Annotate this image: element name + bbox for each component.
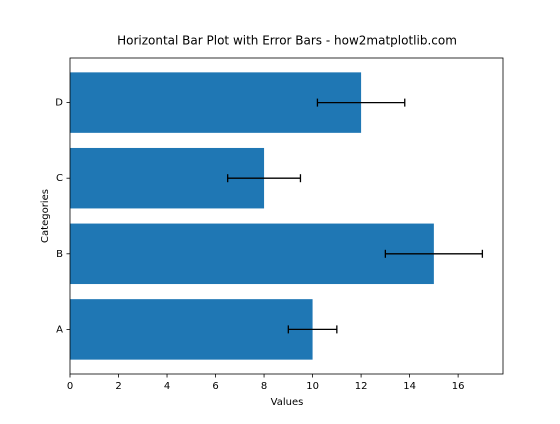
x-tick-label: 4 [164, 381, 170, 392]
y-tick-label: A [56, 324, 63, 335]
x-axis-label: Values [271, 397, 304, 408]
x-tick-label: 16 [452, 381, 465, 392]
x-tick-label: 8 [261, 381, 267, 392]
x-tick-label: 14 [403, 381, 416, 392]
y-tick-label: B [56, 249, 63, 260]
x-tick-label: 6 [212, 381, 218, 392]
y-axis-label: Categories [40, 189, 51, 243]
bar [70, 299, 313, 360]
x-tick-label: 2 [115, 381, 121, 392]
x-tick-label: 0 [67, 381, 73, 392]
y-tick-label: C [56, 173, 63, 184]
y-tick-label: D [55, 98, 63, 109]
bar [70, 223, 434, 285]
plot-frame [69, 57, 504, 375]
x-tick-label: 12 [355, 381, 368, 392]
chart-title: Horizontal Bar Plot with Error Bars - ho… [117, 34, 457, 48]
bar [70, 72, 362, 133]
x-tick-label: 10 [306, 381, 319, 392]
